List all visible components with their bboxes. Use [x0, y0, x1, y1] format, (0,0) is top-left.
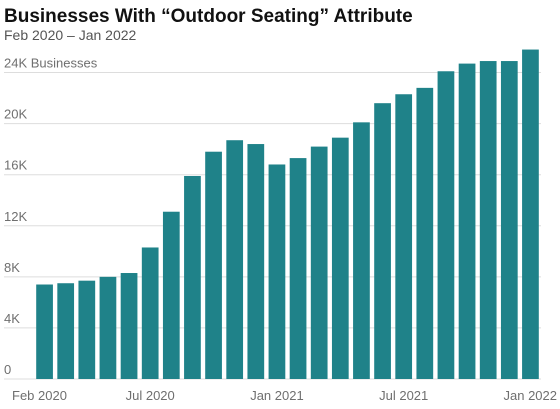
y-tick-label: 0 [4, 362, 11, 377]
bar [437, 71, 455, 379]
bar [331, 137, 349, 379]
x-tick-label: Jul 2021 [379, 388, 428, 403]
bar [500, 61, 518, 380]
bar [458, 63, 476, 379]
bar [416, 87, 434, 379]
bar [226, 140, 244, 379]
y-tick-label: 4K [4, 311, 20, 326]
y-tick-label: 24K Businesses [4, 56, 98, 71]
bar [36, 284, 53, 379]
x-tick-label: Jan 2021 [250, 388, 304, 403]
bars [36, 49, 539, 380]
bar [162, 211, 180, 379]
y-tick-label: 8K [4, 260, 20, 275]
bar [57, 283, 75, 379]
bar [374, 103, 391, 379]
y-tick-label: 16K [4, 158, 27, 173]
chart-subtitle: Feb 2020 – Jan 2022 [4, 27, 137, 43]
bar [522, 49, 539, 380]
bar [247, 144, 265, 379]
x-axis-labels: Feb 2020 Jul 2020 Jan 2021 Jul 2021 Jan 2022 [12, 388, 557, 403]
x-tick-label: Feb 2020 [12, 388, 67, 403]
x-tick-label: Jul 2020 [126, 388, 175, 403]
y-tick-label: 20K [4, 107, 27, 122]
y-tick-label: 12K [4, 209, 27, 224]
chart-title: Businesses With “Outdoor Seating” Attrib… [4, 6, 413, 27]
y-axis-labels: 0 4K 8K 12K 16K 20K 24K Businesses [4, 56, 98, 377]
bar [184, 175, 201, 379]
bar [268, 164, 286, 379]
bar [78, 280, 96, 379]
bar [289, 158, 307, 379]
bar [205, 151, 222, 379]
bar [99, 276, 117, 379]
bar [395, 94, 413, 379]
bar [353, 122, 370, 379]
bar [310, 146, 328, 379]
bar [479, 61, 497, 380]
bar [141, 247, 159, 379]
x-tick-label: Jan 2022 [504, 388, 558, 403]
bar [120, 273, 138, 379]
